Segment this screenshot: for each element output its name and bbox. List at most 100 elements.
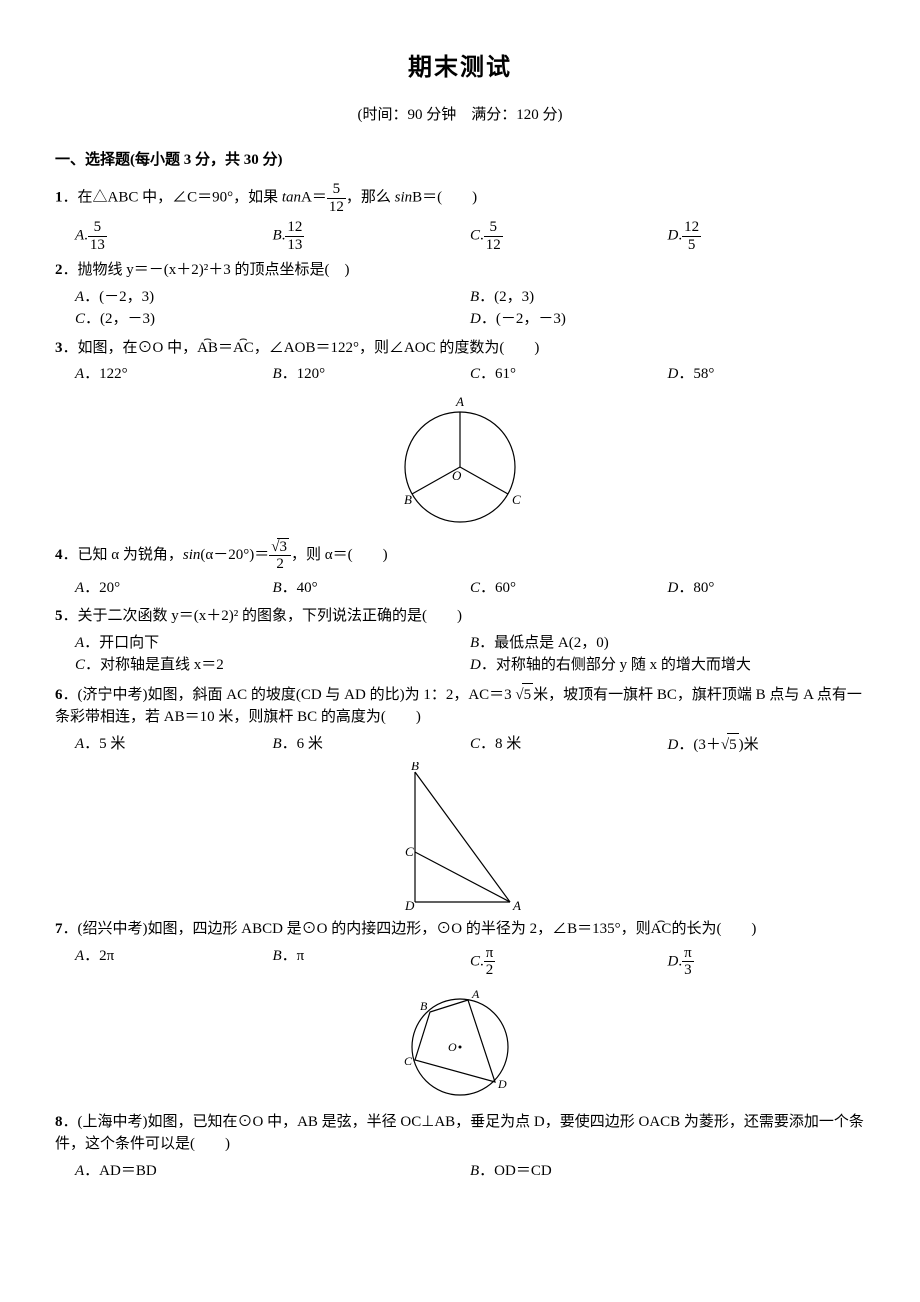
option-c: C．对称轴是直线 x＝2 xyxy=(75,654,470,677)
opt-text: ．60° xyxy=(480,580,516,596)
opt-label: C xyxy=(470,953,480,969)
opt-text: ．(2，3) xyxy=(479,289,534,305)
frac-den: 2 xyxy=(484,962,496,979)
frac-num: 12 xyxy=(285,219,304,237)
option-d: D.125 xyxy=(668,219,866,253)
opt-text: ．20° xyxy=(84,580,120,596)
option-c: C．8 米 xyxy=(470,733,668,757)
sqrt-val: 3 xyxy=(277,538,289,556)
sin: sin xyxy=(183,546,201,562)
option-a: A．2π xyxy=(75,945,273,979)
frac-num: 12 xyxy=(682,219,701,237)
subtitle: (时间：90 分钟 满分：120 分) xyxy=(55,104,865,127)
svg-text:A: A xyxy=(455,394,464,409)
opt-label: C xyxy=(75,657,85,673)
question-5: 5．关于二次函数 y＝(x＋2)² 的图象，下列说法正确的是( ) xyxy=(55,605,865,628)
option-b: B．(2，3) xyxy=(470,286,865,309)
option-d: D．对称轴的右侧部分 y 随 x 的增大而增大 xyxy=(470,654,865,677)
opt-label: A xyxy=(75,1163,84,1179)
question-4: 4．已知 α 为锐角，sin(α－20°)＝√32，则 α＝( ) xyxy=(55,538,865,573)
q3-figure: A B C O xyxy=(55,392,865,532)
opt-text2: )米 xyxy=(739,737,759,753)
option-d: D．80° xyxy=(668,577,866,600)
q1-options: A.513 B.1213 C.512 D.125 xyxy=(75,219,865,253)
option-b: B.1213 xyxy=(273,219,471,253)
svg-text:C: C xyxy=(512,492,521,507)
sin: sin xyxy=(395,189,413,205)
opt-text: ．最低点是 A(2，0) xyxy=(479,635,609,651)
opt-text: ．5 米 xyxy=(84,736,125,752)
sqrt-val: 5 xyxy=(727,733,739,757)
option-b: B．OD＝CD xyxy=(470,1160,865,1183)
option-a: A．(－2，3) xyxy=(75,286,470,309)
question-1: 1．在△ABC 中，∠C＝90°，如果 tanA＝512，那么 sinB＝( ) xyxy=(55,181,865,215)
frac-den: 13 xyxy=(88,237,107,254)
opt-label: A xyxy=(75,366,84,382)
sqrt5: 5 xyxy=(522,683,534,707)
opt-label: D xyxy=(668,737,679,753)
option-a: A.513 xyxy=(75,219,273,253)
opt-text: ．122° xyxy=(84,366,128,382)
option-d: D．58° xyxy=(668,363,866,386)
frac: π2 xyxy=(484,945,496,979)
svg-text:O: O xyxy=(452,468,462,483)
q5-options: A．开口向下 B．最低点是 A(2，0) C．对称轴是直线 x＝2 D．对称轴的… xyxy=(75,632,865,677)
q2-options: A．(－2，3) B．(2，3) C．(2，－3) D．(－2，－3) xyxy=(75,286,865,331)
svg-text:C: C xyxy=(404,1054,413,1068)
opt-text: ．(－2，3) xyxy=(84,289,154,305)
q2-text: ．抛物线 y＝－(x＋2)²＋3 的顶点坐标是( ) xyxy=(63,262,350,278)
opt-label: B xyxy=(273,736,282,752)
opt-label: D xyxy=(668,366,679,382)
frac-num: π xyxy=(682,945,694,963)
question-7: 7．(绍兴中考)如图，四边形 ABCD 是⊙O 的内接四边形，⊙O 的半径为 2… xyxy=(55,918,865,941)
frac: 513 xyxy=(88,219,107,253)
opt-label: B xyxy=(273,580,282,596)
opt-text: ．80° xyxy=(678,580,714,596)
opt-label: C xyxy=(470,580,480,596)
eq: ＝ xyxy=(218,340,233,356)
circle-quad-diagram: A B C D O xyxy=(390,985,530,1105)
opt-text: ．开口向下 xyxy=(84,635,159,651)
opt-text: ．(3＋ xyxy=(678,737,721,753)
q1-text-a: ．在△ABC 中，∠C＝90°，如果 xyxy=(63,189,282,205)
opt-text: ．(2，－3) xyxy=(85,311,155,327)
opt-label: A xyxy=(75,736,84,752)
opt-label: D xyxy=(668,580,679,596)
q7-figure: A B C D O xyxy=(55,985,865,1105)
opt-text: ．2π xyxy=(84,948,114,964)
q5-text: ．关于二次函数 y＝(x＋2)² 的图象，下列说法正确的是( ) xyxy=(63,608,462,624)
svg-text:A: A xyxy=(512,898,521,912)
question-2: 2．抛物线 y＝－(x＋2)²＋3 的顶点坐标是( ) xyxy=(55,259,865,282)
frac: π3 xyxy=(682,945,694,979)
option-c: C．60° xyxy=(470,577,668,600)
opt-label: A xyxy=(75,289,84,305)
q7-text-b: 的长为( ) xyxy=(671,921,756,937)
question-8: 8．(上海中考)如图，已知在⊙O 中，AB 是弦，半径 OC⊥AB，垂足为点 D… xyxy=(55,1111,865,1156)
option-a: A．122° xyxy=(75,363,273,386)
frac: 512 xyxy=(484,219,503,253)
svg-text:O: O xyxy=(448,1040,457,1054)
option-c: C．61° xyxy=(470,363,668,386)
qnum: 7 xyxy=(55,921,63,937)
qnum: 8 xyxy=(55,1114,63,1130)
option-a: A．20° xyxy=(75,577,273,600)
option-d: D．(－2，－3) xyxy=(470,308,865,331)
frac-den: 3 xyxy=(682,962,694,979)
opt-text: ．58° xyxy=(678,366,714,382)
arc-ac: AC xyxy=(651,918,672,941)
opt-label: B xyxy=(470,289,479,305)
svg-text:D: D xyxy=(497,1077,507,1091)
opt-text: ．π xyxy=(282,948,305,964)
q6-options: A．5 米 B．6 米 C．8 米 D．(3＋√5)米 xyxy=(75,733,865,757)
qnum: 3 xyxy=(55,340,63,356)
opt-label: C xyxy=(470,736,480,752)
question-6: 6．(济宁中考)如图，斜面 AC 的坡度(CD 与 AD 的比)为 1：2，AC… xyxy=(55,683,865,729)
qnum: 1 xyxy=(55,189,63,205)
opt-label: D xyxy=(470,657,481,673)
opt-label: D xyxy=(668,227,679,243)
option-b: B．6 米 xyxy=(273,733,471,757)
opt-label: A xyxy=(75,635,84,651)
opt-label: B xyxy=(273,366,282,382)
q4-options: A．20° B．40° C．60° D．80° xyxy=(75,577,865,600)
option-b: B．最低点是 A(2，0) xyxy=(470,632,865,655)
